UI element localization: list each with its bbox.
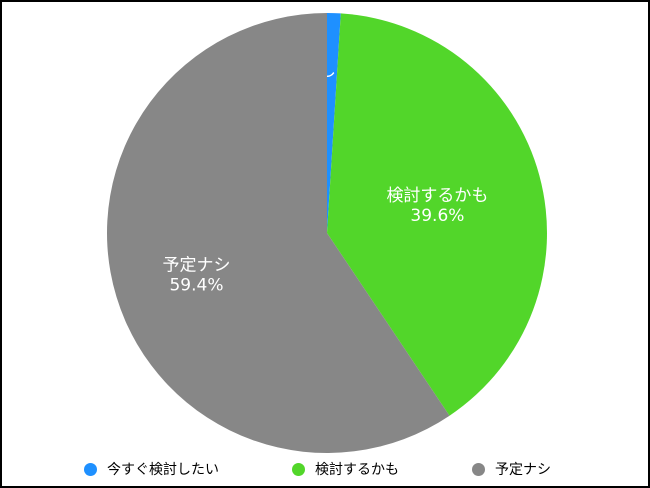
legend-item-2: 検討するかも	[292, 458, 399, 480]
slice-category-label-3: 予定ナシ	[163, 256, 231, 276]
slice-value-label-2: 39.6%	[410, 206, 464, 226]
legend-swatch-3	[472, 462, 485, 476]
pie-slice-3	[106, 13, 450, 454]
legend-label-1: 今すぐ検討したい	[107, 462, 219, 478]
legend-item-1: 今すぐ検討したい	[84, 458, 219, 480]
slice-category-label-2: 検討するかも	[386, 186, 488, 206]
legend: 今すぐ検討したい 検討するかも 予定ナシ	[2, 458, 648, 482]
legend-label-3: 予定ナシ	[495, 462, 551, 478]
slice-value-label-3: 59.4%	[169, 276, 223, 296]
legend-item-3: 予定ナシ	[472, 458, 551, 480]
pie-slice-1	[327, 13, 341, 233]
pie-slice-2	[327, 13, 547, 416]
legend-label-2: 検討するかも	[315, 462, 399, 478]
legend-swatch-2	[292, 462, 305, 476]
legend-swatch-1	[84, 462, 97, 476]
